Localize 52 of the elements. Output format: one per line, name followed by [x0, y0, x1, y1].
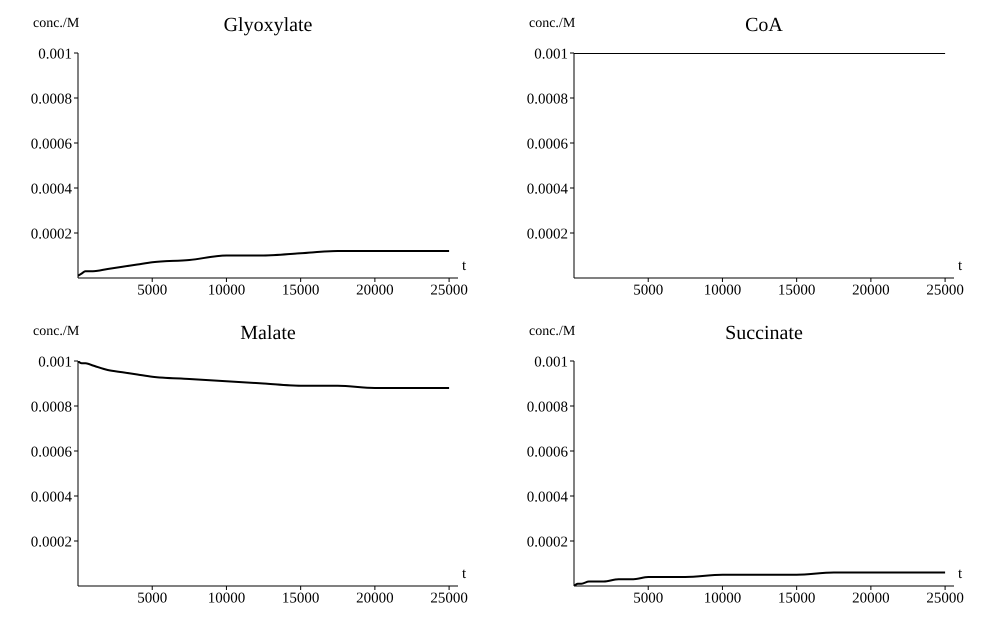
x-axis-title: t — [462, 566, 466, 583]
x-tick-label: 20000 — [852, 590, 890, 607]
y-tick-label: 0.0006 — [30, 444, 72, 460]
x-tick-label: 15000 — [778, 590, 816, 607]
y-axis-title: conc./M — [529, 324, 576, 340]
y-tick-label: 0.0008 — [30, 91, 72, 108]
x-tick-label: 25000 — [430, 282, 468, 299]
x-tick-label: 10000 — [208, 282, 246, 299]
y-tick-label: 0.0006 — [526, 444, 568, 460]
y-tick-label: 0.0004 — [30, 489, 72, 506]
x-tick-label: 25000 — [926, 590, 964, 607]
x-tick-label: 20000 — [356, 282, 394, 299]
y-tick-label: 0.0002 — [526, 534, 568, 550]
x-tick-label: 5000 — [633, 590, 664, 607]
y-tick-label: 0.0002 — [30, 226, 72, 242]
y-tick-label: 0.0002 — [30, 534, 72, 550]
y-axis-title: conc./M — [33, 16, 80, 32]
x-axis-title: t — [958, 566, 962, 583]
y-tick-label: 0.0008 — [30, 399, 72, 416]
y-tick-label: 0.0002 — [526, 226, 568, 242]
y-tick-label: 0.001 — [534, 354, 568, 370]
y-tick-label: 0.0006 — [526, 136, 568, 152]
x-tick-label: 20000 — [852, 282, 890, 299]
x-axis-title: t — [462, 258, 466, 275]
x-tick-label: 5000 — [633, 282, 664, 299]
x-axis-title: t — [958, 258, 962, 275]
y-tick-label: 0.0008 — [526, 399, 568, 416]
chart-title: CoA — [744, 14, 784, 37]
y-tick-label: 0.0008 — [526, 91, 568, 108]
y-tick-label: 0.0004 — [30, 181, 72, 198]
y-tick-label: 0.001 — [38, 46, 72, 62]
y-tick-label: 0.001 — [534, 46, 568, 62]
chart-title: Glyoxylate — [222, 14, 314, 37]
x-tick-label: 5000 — [137, 590, 168, 607]
y-tick-label: 0.0004 — [526, 181, 568, 198]
y-axis-title: conc./M — [33, 324, 80, 340]
y-tick-label: 0.0004 — [526, 489, 568, 506]
chart-title: Succinate — [724, 322, 804, 345]
x-tick-label: 10000 — [704, 590, 742, 607]
x-tick-label: 15000 — [282, 590, 320, 607]
x-tick-label: 20000 — [356, 590, 394, 607]
x-tick-label: 10000 — [208, 590, 246, 607]
x-tick-label: 10000 — [704, 282, 742, 299]
y-tick-label: 0.001 — [38, 354, 72, 370]
x-tick-label: 15000 — [778, 282, 816, 299]
y-axis-title: conc./M — [529, 16, 576, 32]
x-tick-label: 15000 — [282, 282, 320, 299]
chart-title: Malate — [239, 322, 297, 345]
y-tick-label: 0.0006 — [30, 136, 72, 152]
x-tick-label: 5000 — [137, 282, 168, 299]
x-tick-label: 25000 — [430, 590, 468, 607]
x-tick-label: 25000 — [926, 282, 964, 299]
